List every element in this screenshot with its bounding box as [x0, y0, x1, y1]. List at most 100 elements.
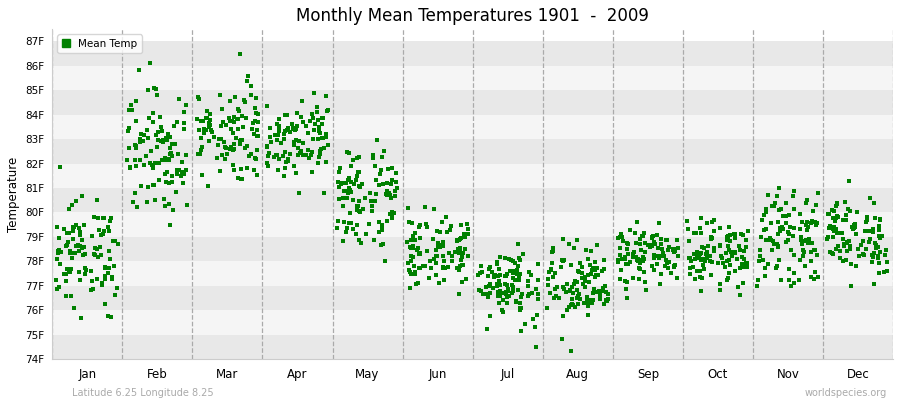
Point: [499, 290, 513, 297]
Point: [428, 246, 443, 253]
Point: [500, 286, 515, 292]
Point: [492, 282, 507, 288]
Point: [202, 117, 217, 123]
Point: [865, 259, 879, 265]
Point: [315, 114, 329, 121]
Point: [291, 110, 305, 116]
Point: [68, 224, 82, 230]
Point: [98, 276, 112, 282]
Point: [272, 126, 286, 132]
Point: [223, 118, 238, 124]
Point: [753, 247, 768, 253]
Point: [828, 226, 842, 232]
Point: [230, 174, 245, 181]
Point: [142, 115, 157, 122]
Point: [670, 237, 684, 244]
Point: [289, 126, 303, 132]
Point: [132, 157, 147, 163]
Point: [52, 284, 67, 290]
Point: [370, 137, 384, 144]
Point: [479, 291, 493, 297]
Point: [304, 152, 319, 158]
Point: [638, 240, 652, 246]
Point: [719, 236, 733, 243]
Point: [350, 155, 365, 162]
Point: [831, 213, 845, 220]
Point: [472, 272, 486, 278]
Point: [587, 286, 601, 292]
Point: [77, 251, 92, 258]
Point: [299, 152, 313, 158]
Point: [727, 248, 742, 255]
Point: [522, 269, 536, 276]
Point: [857, 252, 871, 258]
Point: [687, 230, 701, 236]
Point: [683, 255, 698, 261]
Point: [58, 243, 73, 250]
Point: [108, 238, 122, 244]
Point: [644, 242, 659, 249]
Point: [427, 256, 441, 262]
Point: [408, 270, 422, 277]
Point: [211, 141, 225, 148]
Point: [574, 264, 589, 270]
Point: [732, 284, 746, 290]
Point: [555, 257, 570, 263]
Point: [143, 60, 157, 67]
Point: [227, 113, 241, 120]
Point: [778, 239, 793, 246]
Point: [200, 108, 214, 114]
Point: [61, 239, 76, 246]
Point: [548, 293, 562, 299]
Point: [262, 150, 276, 156]
Point: [656, 252, 670, 259]
Point: [270, 120, 284, 127]
Point: [825, 226, 840, 232]
Point: [798, 236, 813, 243]
Point: [716, 260, 730, 266]
Point: [132, 67, 147, 74]
Point: [798, 263, 813, 270]
Point: [165, 141, 179, 147]
Point: [358, 194, 373, 201]
Bar: [52, 139, 893, 164]
Point: [455, 262, 470, 268]
Point: [557, 256, 572, 263]
Point: [836, 236, 850, 242]
Point: [588, 259, 602, 266]
Point: [311, 154, 326, 160]
Point: [563, 287, 578, 294]
Bar: [52, 115, 893, 139]
Point: [165, 152, 179, 159]
Point: [250, 127, 265, 133]
Point: [634, 247, 648, 253]
Point: [436, 264, 450, 270]
Point: [66, 228, 80, 234]
Point: [473, 263, 488, 270]
Point: [176, 120, 191, 126]
Point: [646, 254, 661, 261]
Point: [332, 169, 347, 175]
Point: [599, 298, 614, 305]
Point: [250, 172, 265, 178]
Point: [633, 241, 647, 247]
Point: [250, 119, 265, 125]
Point: [156, 139, 170, 146]
Point: [862, 228, 877, 234]
Point: [373, 219, 387, 225]
Point: [869, 242, 884, 248]
Point: [250, 132, 265, 139]
Point: [800, 219, 814, 225]
Point: [544, 290, 558, 296]
Point: [104, 314, 118, 320]
Point: [580, 296, 594, 303]
Point: [291, 152, 305, 158]
Point: [644, 242, 659, 248]
Point: [420, 224, 435, 230]
Point: [71, 242, 86, 248]
Point: [512, 300, 526, 306]
Point: [170, 171, 184, 177]
Point: [214, 106, 229, 112]
Point: [601, 291, 616, 297]
Point: [277, 148, 292, 155]
